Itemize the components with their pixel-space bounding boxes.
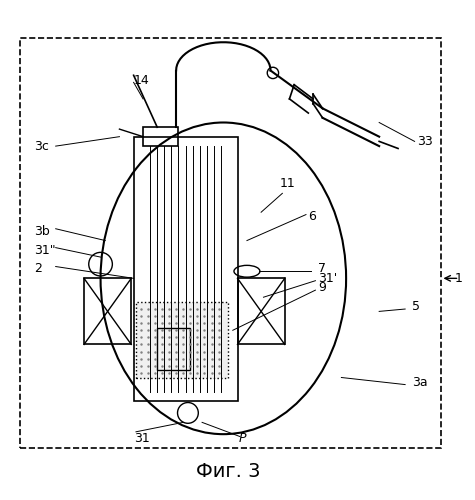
Bar	[133, 136, 238, 401]
Text: 3b: 3b	[35, 224, 50, 237]
Bar	[84, 278, 131, 344]
Bar	[238, 278, 285, 344]
Text: P: P	[238, 432, 246, 446]
Text: 33: 33	[417, 135, 433, 148]
Text: 3c: 3c	[35, 140, 49, 152]
Text: 5: 5	[412, 300, 420, 313]
Text: 2: 2	[35, 262, 42, 276]
Bar	[157, 328, 190, 370]
Text: 14: 14	[133, 74, 149, 86]
Text: 11: 11	[280, 178, 296, 190]
Text: 7: 7	[318, 262, 326, 276]
Text: 31: 31	[133, 432, 149, 446]
Bar	[136, 302, 228, 378]
Text: Фиг. 3: Фиг. 3	[196, 462, 260, 481]
Text: 31': 31'	[318, 272, 337, 285]
Bar	[143, 127, 179, 146]
Text: 3a: 3a	[412, 376, 428, 388]
Text: 1: 1	[455, 272, 463, 285]
Text: 6: 6	[308, 210, 316, 224]
Text: 9: 9	[318, 282, 326, 294]
Text: 31": 31"	[35, 244, 56, 256]
